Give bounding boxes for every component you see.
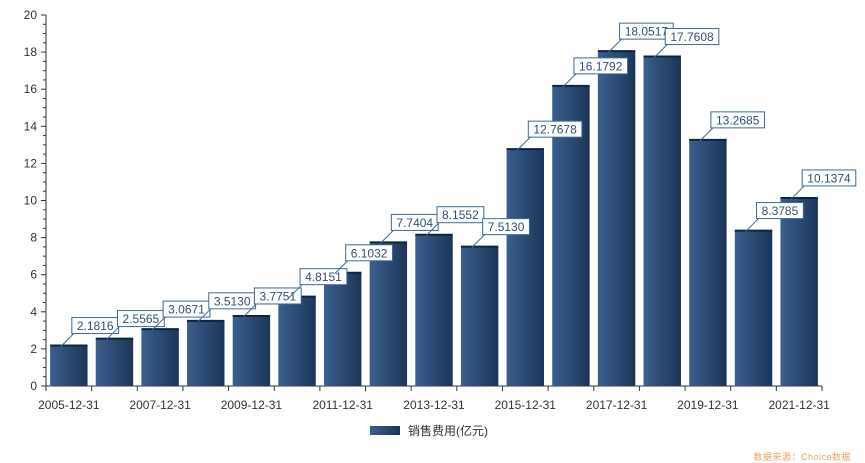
data-label-box <box>756 202 804 220</box>
y-axis: 0 2 4 6 8 10 12 14 16 18 20 <box>24 8 47 393</box>
data-label-box <box>710 111 765 129</box>
bar[interactable] <box>232 315 271 386</box>
bar[interactable] <box>415 234 453 386</box>
label-leader-line <box>471 234 486 248</box>
data-label: 7.7404 <box>396 216 433 230</box>
label-leader-line <box>790 185 805 200</box>
data-label: 13.2685 <box>716 113 760 127</box>
data-label: 6.1032 <box>351 246 388 260</box>
legend-label: 销售费用(亿元) <box>408 424 488 438</box>
bar[interactable] <box>323 272 362 386</box>
data-label: 10.1374 <box>807 171 851 185</box>
x-tick-label: 2017-12-31 <box>586 398 648 412</box>
label-leader-line <box>60 333 75 347</box>
y-tick-label: 0 <box>30 379 37 393</box>
bar[interactable] <box>597 51 636 387</box>
data-label-box <box>482 218 530 236</box>
data-label-box <box>527 120 583 138</box>
label-leader-line <box>562 73 577 88</box>
data-label: 3.5130 <box>214 294 251 308</box>
label-leader-line <box>516 136 531 151</box>
bar[interactable] <box>780 197 818 386</box>
label-leader-line <box>334 260 349 275</box>
y-tick-label: 10 <box>24 194 38 208</box>
y-tick-label: 6 <box>30 268 37 282</box>
y-tick-label: 20 <box>24 8 38 22</box>
y-tick-label: 14 <box>24 119 38 133</box>
data-label: 12.7678 <box>533 123 577 137</box>
data-label: 7.5130 <box>488 220 525 234</box>
bars-group <box>50 50 818 387</box>
data-label-box <box>573 57 629 75</box>
bar[interactable] <box>187 320 225 386</box>
x-tick-label: 2009-12-31 <box>221 398 283 412</box>
data-label: 17.7608 <box>670 30 714 44</box>
bar[interactable] <box>141 329 179 386</box>
x-tick-label: 2013-12-31 <box>403 398 465 412</box>
x-axis: 2005-12-31 2007-12-31 2009-12-31 2011-12-31… <box>38 385 830 412</box>
data-label-box <box>801 169 857 187</box>
data-label: 2.5565 <box>123 312 160 326</box>
data-label: 16.1792 <box>579 59 623 73</box>
label-leader-line <box>699 127 714 142</box>
data-label-box <box>664 28 720 46</box>
bar[interactable] <box>643 56 681 386</box>
bar[interactable] <box>278 296 316 386</box>
bar[interactable] <box>50 345 88 386</box>
bar[interactable] <box>460 246 499 386</box>
x-tick-label: 2011-12-31 <box>312 398 373 412</box>
label-leader-line <box>379 230 394 244</box>
label-leader-line <box>608 38 622 53</box>
x-tick-label: 2007-12-31 <box>129 398 191 412</box>
data-label: 3.7751 <box>259 289 296 303</box>
data-label: 18.0517 <box>625 25 669 39</box>
data-label: 4.8151 <box>305 270 342 284</box>
bar[interactable] <box>734 230 773 386</box>
y-tick-label: 12 <box>24 156 38 170</box>
data-label-box <box>345 244 394 262</box>
data-label: 8.3785 <box>762 204 799 218</box>
data-label: 8.1552 <box>442 208 479 222</box>
legend-swatch <box>370 426 400 435</box>
x-tick-label: 2005-12-31 <box>38 398 100 412</box>
x-tick-label: 2019-12-31 <box>677 398 739 412</box>
label-leader-line <box>425 222 440 237</box>
label-leader-line <box>288 284 303 299</box>
y-tick-label: 4 <box>30 305 37 319</box>
label-leader-line <box>151 316 166 331</box>
watermark-source: 数据来源：Choice数据 <box>753 452 851 462</box>
label-leader-line <box>745 218 759 232</box>
y-tick-label: 2 <box>30 342 37 356</box>
x-tick-label: 2021-12-31 <box>768 398 830 412</box>
y-tick-label: 18 <box>24 45 38 59</box>
data-labels-group: 2.1816 2.5565 3.0671 3.5130 3.7751 4.8151 6.10… <box>60 22 857 347</box>
label-leader-line <box>243 303 257 318</box>
y-tick-label: 16 <box>24 82 38 96</box>
y-tick-label: 8 <box>30 231 37 245</box>
legend[interactable]: 销售费用(亿元) <box>370 422 488 439</box>
data-label: 3.0671 <box>168 303 205 317</box>
data-label-box <box>253 287 302 305</box>
data-label-box <box>436 206 485 224</box>
bar[interactable] <box>506 149 545 386</box>
label-leader-line <box>106 326 120 340</box>
label-leader-line <box>653 44 668 58</box>
x-tick-label: 2015-12-31 <box>495 398 557 412</box>
bar[interactable] <box>689 139 727 386</box>
bar[interactable] <box>95 338 134 386</box>
label-leader-line <box>197 308 212 323</box>
bar[interactable] <box>369 242 408 386</box>
data-label: 2.1816 <box>77 319 114 333</box>
